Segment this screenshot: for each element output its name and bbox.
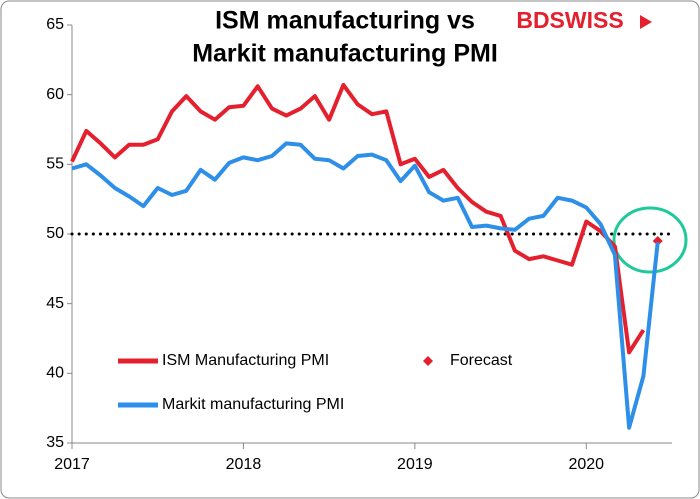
- line-series: [70, 82, 646, 355]
- line-series: [71, 141, 660, 430]
- legend-label: ISM Manufacturing PMI: [162, 352, 329, 369]
- logo-arrow: [640, 15, 652, 29]
- x-tick-label: 2019: [397, 456, 433, 473]
- y-tick-label: 35: [46, 434, 64, 451]
- x-tick-label: 2017: [54, 456, 90, 473]
- highlight-circle: [612, 206, 688, 274]
- logo: BDSWISS: [516, 7, 623, 33]
- y-tick-label: 40: [46, 365, 64, 382]
- y-tick-label: 50: [46, 225, 64, 242]
- y-tick-label: 55: [46, 156, 64, 173]
- legend-label: Forecast: [450, 352, 513, 369]
- chart-title: Markit manufacturing PMI: [192, 40, 498, 68]
- forecast-marker: [652, 235, 663, 246]
- x-tick-label: 2020: [568, 456, 604, 473]
- chart-title: ISM manufacturing vs: [215, 7, 475, 35]
- x-tick-label: 2018: [226, 456, 262, 473]
- legend-swatch: [423, 356, 433, 366]
- y-tick-label: 60: [46, 86, 64, 103]
- y-tick-label: 65: [46, 16, 64, 33]
- legend-label: Markit manufacturing PMI: [162, 396, 344, 413]
- y-tick-label: 45: [46, 295, 64, 312]
